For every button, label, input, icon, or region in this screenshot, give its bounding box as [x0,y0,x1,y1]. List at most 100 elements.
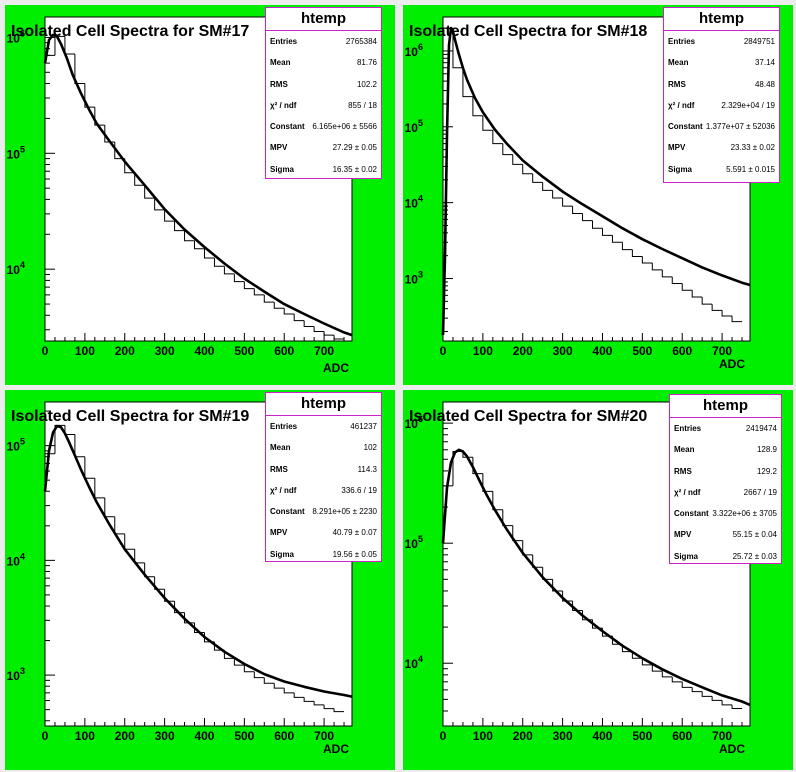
histogram-bin [721,700,733,706]
stats-row-entries: Entries 461237 [270,422,377,431]
stats-row-entries: Entries 2765384 [270,37,377,46]
stats-box-title: htemp [664,8,779,31]
stats-row-constant: Constant 3.322e+06 ± 3705 [674,509,777,519]
histogram-bin [144,185,155,199]
x-tick-label: 200 [115,344,135,358]
histogram-bin [681,283,693,291]
stats-box[interactable]: htemp Entries 461237 Mean 102 RMS 114.3 χ² … [265,392,382,562]
histogram-bin [44,453,55,726]
x-tick-label: 0 [440,344,447,358]
stats-row-chi2: χ² / ndf 2.329e+04 / 19 [668,100,775,110]
x-tick-label: 700 [712,344,732,358]
stats-row-mean: Mean 81.76 [270,58,377,68]
histogram-bin [462,67,473,98]
x-axis-label: ADC [323,361,349,375]
histogram-bin [562,198,573,207]
histogram-pad-sm18[interactable]: 0 100 200 300 400 500 600 700 103 104 105 106 Isola… [403,5,793,385]
histogram-bin [184,612,195,624]
histogram-bin [552,190,563,199]
x-tick-label: 400 [194,344,214,358]
fit-curve [43,33,353,337]
x-tick-label: 600 [274,729,294,743]
histogram-bin [492,491,503,511]
x-tick-label: 700 [712,729,732,743]
stats-row-rms: RMS 114.3 [270,464,377,474]
histogram-bin [263,677,275,684]
x-tick-label: 500 [632,344,652,358]
x-tick-label: 500 [632,729,652,743]
fit-curve [43,424,353,698]
fit-curve [441,448,751,707]
stats-box[interactable]: htemp Entries 2849751 Mean 37.14 RMS 48.48 … [663,7,780,183]
histogram-bin [482,473,493,492]
stats-row-mpv: MPV 55.15 ± 0.04 [674,530,777,540]
stats-row-mean: Mean 37.14 [668,58,775,68]
histogram-bin [611,235,623,243]
stats-row-rms: RMS 102.2 [270,79,377,89]
histogram-bin [582,213,593,222]
histogram-bin [54,424,65,454]
stats-box-title: htemp [266,393,381,416]
histogram-bin [691,290,703,298]
histogram-bin [144,562,155,578]
stats-row-mpv: MPV 23.33 ± 0.02 [668,143,775,153]
histogram-bin [213,257,225,267]
histogram-bin [552,579,563,592]
x-tick-label: 0 [440,729,447,743]
histogram-bin [44,54,55,341]
histogram-bin [194,240,205,250]
histogram-bin [303,697,315,702]
histogram-bin [472,457,483,475]
stats-box-title: htemp [670,395,781,418]
x-tick-label: 600 [274,344,294,358]
histogram-bin [452,451,463,486]
histogram-bin [631,249,643,257]
stats-row-mpv: MPV 40.79 ± 0.07 [270,528,377,538]
x-tick-label: 300 [155,729,175,743]
histogram-bin [74,53,85,85]
stats-row-entries: Entries 2419474 [674,424,777,433]
stats-row-sigma: Sigma 5.591 ± 0.015 [668,164,775,174]
histogram-bin [243,281,255,290]
histogram-bin [442,27,453,341]
histogram-bin [731,704,743,709]
histogram-bin [313,701,325,706]
histogram-pad-sm19[interactable]: 0 100 200 300 400 500 600 700 103 104 105 Isolated… [5,390,395,770]
histogram-bin [263,294,275,303]
histogram-bin [442,485,453,726]
x-tick-label: 200 [513,344,533,358]
histogram-bin [661,269,673,278]
histogram-bin [223,266,235,275]
stats-box-title: htemp [266,8,381,31]
histogram-pad-sm17[interactable]: 0 100 200 300 400 500 600 700 104 105 106 Isolated… [5,5,395,385]
histogram-bin [572,600,583,611]
stats-row-sigma: Sigma 25.72 ± 0.03 [674,551,777,561]
histogram-bin [542,567,553,580]
stats-box[interactable]: htemp Entries 2765384 Mean 81.76 RMS 102.2 … [265,7,382,179]
histogram-bin [323,704,335,710]
x-tick-label: 300 [553,344,573,358]
x-tick-label: 0 [42,729,49,743]
stats-row-rms: RMS 129.2 [674,466,777,476]
histogram-bin [154,576,165,590]
stats-row-constant: Constant 1.377e+07 ± 52036 [668,122,775,132]
x-tick-label: 500 [234,729,254,743]
histogram-pad-sm20[interactable]: 0 100 200 300 400 500 600 700 104 105 106 Isolated… [403,390,793,770]
histogram-bin [293,692,305,698]
plot-title: Isolated Cell Spectra for SM#18 [409,23,648,40]
x-tick-label: 100 [473,729,493,743]
histogram-bin [671,676,683,683]
stats-row-sigma: Sigma 19.56 ± 0.05 [270,549,377,559]
x-tick-label: 100 [75,344,95,358]
stats-row-chi2: χ² / ndf 2667 / 19 [674,487,777,497]
histogram-bin [174,221,185,232]
histogram-bin [482,115,493,131]
histogram-bin [333,708,345,713]
histogram-bin [164,589,175,602]
x-tick-label: 700 [314,344,334,358]
histogram-bin [522,164,533,175]
plot-title: Isolated Cell Spectra for SM#19 [11,408,250,425]
stats-box[interactable]: htemp Entries 2419474 Mean 128.9 RMS 129.2 … [669,394,782,564]
x-axis-label: ADC [719,742,745,756]
